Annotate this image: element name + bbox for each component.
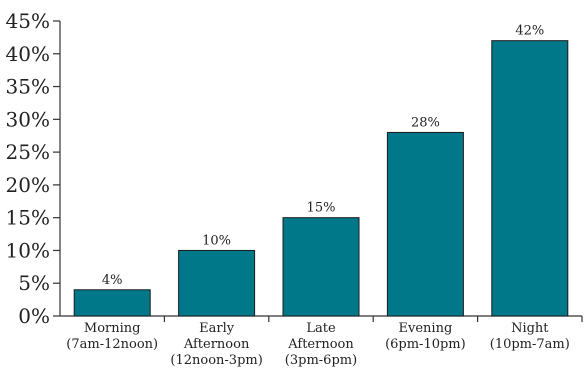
data-label: 10% — [202, 233, 231, 248]
bar — [491, 40, 569, 317]
y-tick-label: 15% — [6, 206, 50, 230]
data-label: 28% — [411, 115, 440, 130]
y-tick-label: 40% — [6, 42, 50, 66]
y-tick-label: 25% — [6, 140, 50, 164]
data-label: 42% — [515, 24, 544, 39]
y-tick-label: 30% — [6, 107, 50, 131]
category-label: (10pm-7am) — [490, 337, 570, 352]
y-tick-label: 5% — [18, 271, 50, 295]
y-tick-label: 45% — [6, 9, 50, 33]
category-label: Morning — [84, 321, 141, 336]
category-label: Afternoon — [287, 337, 354, 352]
category-labels: Morning(7am-12noon)EarlyAfternoon(12noon… — [66, 321, 570, 368]
y-tick-label: 20% — [6, 173, 50, 197]
bars — [73, 40, 569, 317]
category-label: Night — [511, 321, 549, 336]
category-label: Early — [199, 321, 235, 336]
y-tick-label: 0% — [18, 304, 50, 328]
bar — [73, 289, 151, 317]
category-label: (3pm-6pm) — [285, 353, 357, 368]
category-label: Afternoon — [183, 337, 250, 352]
data-label: 15% — [307, 201, 336, 216]
bar — [178, 249, 256, 317]
y-tick-label: 35% — [6, 75, 50, 99]
y-axis: 0% 5% 10% 15% 20% 25% 30% 35% 40% 45% — [6, 9, 61, 328]
category-label: Late — [306, 321, 336, 336]
data-label: 4% — [102, 273, 123, 288]
bar — [282, 217, 360, 317]
y-tick-label: 10% — [6, 238, 50, 262]
category-label: (6pm-10pm) — [385, 337, 466, 352]
category-label: (12noon-3pm) — [170, 353, 262, 368]
category-label: (7am-12noon) — [66, 337, 158, 352]
data-labels: 4% 10% 15% 28% 42% — [102, 24, 544, 288]
bar — [386, 131, 464, 317]
category-label: Evening — [399, 321, 453, 336]
